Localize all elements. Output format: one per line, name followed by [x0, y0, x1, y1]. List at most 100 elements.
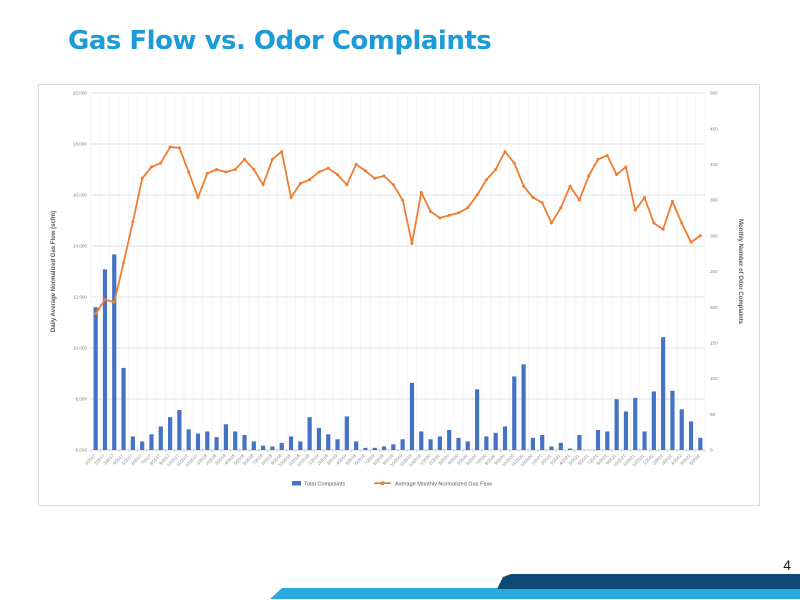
complaints-bar	[140, 441, 145, 450]
right-axis-tick-label: 300	[710, 233, 718, 238]
gas-flow-point	[168, 145, 172, 149]
gas-flow-point	[624, 165, 628, 169]
complaints-bar	[558, 442, 563, 450]
right-axis-tick-label: 50	[710, 412, 716, 417]
complaints-bar	[93, 307, 98, 450]
gas-flow-point	[159, 161, 163, 165]
gas-flow-point	[140, 176, 144, 180]
gas-flow-point	[205, 171, 209, 175]
complaints-bar	[447, 430, 452, 450]
legend-bar-label: Total Complaints	[304, 482, 346, 488]
legend-line-label: Average Monthly Normalized Gas Flow	[395, 482, 493, 488]
gas-flow-point	[540, 201, 544, 205]
gas-flow-point	[475, 193, 479, 197]
left-axis-tick-label: 6,000	[76, 448, 88, 453]
gas-flow-point	[550, 221, 553, 225]
complaints-bar	[279, 442, 284, 450]
gas-flow-point	[652, 221, 656, 225]
complaints-bar	[409, 382, 415, 450]
complaints-bar	[540, 435, 545, 450]
complaints-bar	[512, 376, 517, 450]
right-axis-tick-label: 0	[710, 448, 713, 453]
gas-flow-point	[615, 173, 619, 177]
complaints-bar	[381, 446, 387, 450]
complaints-bar	[465, 441, 470, 450]
page-number: 4	[783, 557, 791, 573]
complaints-bar	[642, 431, 647, 450]
left-axis-tick-label: 12,000	[73, 295, 87, 300]
gas-flow-point	[363, 169, 367, 173]
right-axis-tick-label: 150	[710, 341, 718, 346]
complaints-bar	[214, 437, 219, 450]
complaints-bar	[633, 397, 638, 450]
complaints-bar	[549, 446, 554, 450]
gas-flow-point	[633, 208, 637, 212]
complaints-bar	[298, 441, 303, 450]
complaints-bar	[233, 431, 238, 450]
complaints-bar	[651, 391, 656, 450]
gas-flow-point	[224, 170, 228, 174]
gas-flow-point	[568, 184, 572, 188]
left-axis-tick-label: 8,000	[76, 397, 88, 402]
footer-accent-bar-cyan	[270, 588, 800, 599]
complaints-bar	[595, 430, 601, 450]
complaints-bar	[335, 439, 340, 450]
complaints-bar	[474, 389, 480, 450]
gas-flow-point	[484, 178, 488, 182]
left-axis-tick-label: 18,000	[73, 142, 87, 147]
complaints-bar	[530, 437, 535, 450]
right-axis-tick-label: 500	[710, 91, 718, 96]
x-axis-category-label: 6/2022	[688, 453, 701, 466]
complaints-bar	[437, 436, 442, 450]
complaints-bar	[112, 254, 117, 450]
complaints-bar	[419, 431, 424, 450]
complaints-bar	[688, 421, 694, 450]
complaints-bar	[679, 409, 684, 450]
gas-flow-point	[429, 210, 433, 214]
right-axis-tick-label: 450	[710, 126, 718, 131]
gas-flow-point	[308, 178, 312, 182]
gas-flow-point	[410, 241, 414, 245]
gas-flow-point	[512, 161, 516, 165]
right-axis-tick-label: 400	[710, 162, 718, 167]
gas-flow-point	[177, 146, 181, 150]
gas-flow-point	[503, 150, 507, 154]
right-axis-tick-label: 200	[710, 305, 718, 310]
gas-flow-point	[149, 165, 153, 169]
complaints-bar	[307, 417, 312, 450]
complaints-bar	[521, 364, 526, 450]
gas-flow-point	[466, 206, 470, 210]
gas-flow-point	[689, 240, 693, 244]
gas-flow-point	[401, 198, 405, 202]
gas-flow-point	[131, 220, 135, 224]
complaints-bar	[288, 436, 294, 450]
gas-flow-point	[317, 170, 321, 174]
right-axis-tick-label: 250	[710, 269, 718, 274]
complaints-bar	[326, 434, 331, 450]
left-axis-title: Daily Average Normalized Gas Flow (scfm)	[51, 211, 57, 332]
gas-flow-point	[270, 157, 274, 161]
gas-flow-point	[456, 211, 460, 215]
gas-flow-point	[373, 176, 377, 180]
complaints-bar	[614, 399, 619, 450]
complaints-bar	[391, 444, 396, 450]
gas-flow-point	[522, 184, 526, 188]
gas-flow-point	[643, 196, 647, 200]
complaints-bar	[223, 424, 228, 450]
gas-flow-point	[112, 300, 116, 304]
gas-flow-point	[382, 174, 386, 178]
complaints-bar	[372, 447, 377, 450]
complaints-bar	[456, 437, 461, 450]
gas-flow-vs-complaints-chart: 6,000 8,000 10,000 12,000 14,000 16,000 18,000…	[51, 91, 743, 488]
left-axis-tick-label: 10,000	[73, 346, 87, 351]
gas-flow-point	[289, 196, 293, 200]
left-axis-tick-label: 14,000	[73, 244, 87, 249]
footer-accent-bar-navy	[497, 574, 800, 589]
complaints-bar	[428, 439, 433, 450]
gas-flow-point	[103, 298, 107, 302]
gas-flow-point	[261, 183, 265, 187]
right-axis-tick-label: 100	[710, 376, 718, 381]
gas-flow-point	[438, 216, 442, 220]
complaints-bar	[354, 441, 359, 450]
